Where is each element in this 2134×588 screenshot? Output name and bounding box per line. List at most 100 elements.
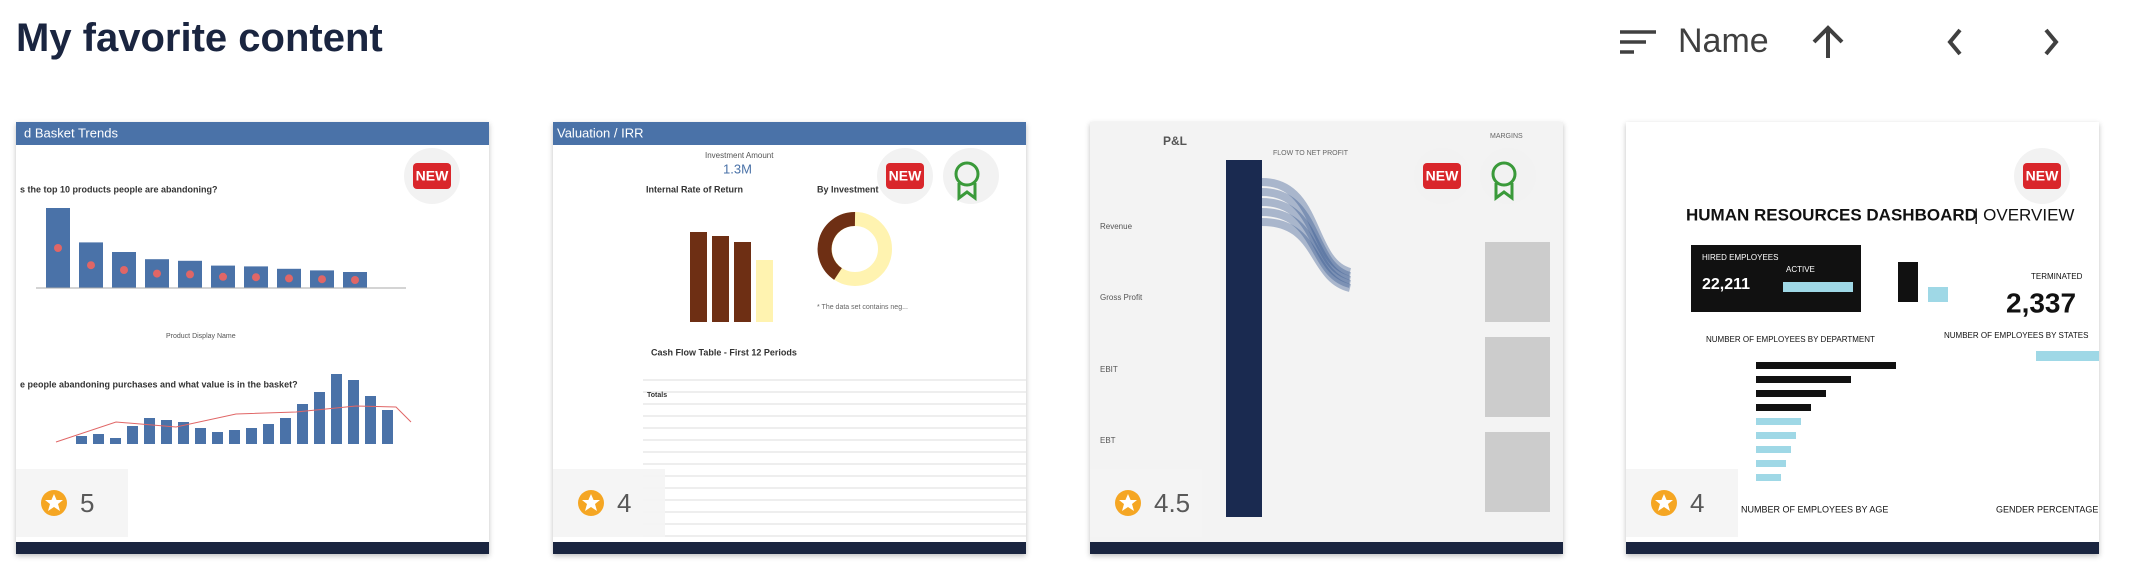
- thumbnail-text: GENDER PERCENTAGE: [1996, 504, 2098, 514]
- thumb-bar: [1756, 474, 1781, 481]
- thumb-bar: [110, 438, 121, 444]
- thumbnail-text: Totals: [647, 392, 667, 399]
- thumb-bar: [1898, 262, 1918, 302]
- award-icon: [957, 183, 977, 201]
- previous-button[interactable]: [1947, 28, 1962, 56]
- thumb-bar: [365, 396, 376, 444]
- thumb-dot: [186, 270, 194, 279]
- thumb-panel: [1485, 432, 1550, 512]
- content-card[interactable]: d Basket Trends s the top 10 products peo…: [16, 122, 489, 554]
- thumb-dot: [120, 266, 128, 274]
- thumbnail: HUMAN RESOURCES DASHBOARD| OVERVIEW HIRED…: [1626, 148, 2099, 554]
- sort-direction[interactable]: [1812, 25, 1844, 58]
- thumb-bar: [297, 404, 308, 444]
- thumbnail-text: Cash Flow Table - First 12 Periods: [651, 347, 797, 357]
- content-card[interactable]: P&L FLOW TO NET PROFIT MARGINS Revenue Gross…: [1090, 122, 1563, 554]
- rating-box: [553, 469, 665, 537]
- thumbnail-text: e people abandoning purchases and what v…: [20, 379, 298, 389]
- sort-controls: [1620, 25, 2059, 58]
- thumb-bar: [1756, 376, 1851, 383]
- thumb-bar: [690, 232, 707, 322]
- thumbnail-text: | OVERVIEW: [1974, 205, 2074, 224]
- thumb-flow: [1261, 188, 1352, 280]
- badge-label: NEW: [416, 168, 449, 184]
- card-footer: [16, 542, 489, 554]
- badge-label: NEW: [1426, 168, 1459, 184]
- thumbnail-text: Gross Profit: [1100, 293, 1143, 302]
- rating-star: [45, 494, 63, 511]
- thumb-flow: [1261, 178, 1352, 276]
- sort-icon[interactable]: [1620, 30, 1656, 54]
- thumb-bar: [734, 242, 751, 322]
- award-icon: [954, 161, 980, 187]
- thumb-bar: [1928, 287, 1948, 302]
- thumb-bar: [382, 410, 393, 444]
- badge: [886, 163, 924, 189]
- thumb-flow: [1261, 218, 1352, 292]
- content-card[interactable]: Valuation / IRR Investment Amount 1.3M Inte…: [553, 122, 1026, 554]
- thumb-bar: [246, 428, 257, 444]
- thumb-bar: [229, 430, 240, 444]
- thumb-kpi-bar: [1783, 282, 1853, 292]
- award-icon: [1491, 161, 1517, 187]
- thumb-bar: [1756, 446, 1791, 453]
- thumb-flow: [1261, 208, 1352, 288]
- badge: [2023, 163, 2061, 189]
- thumb-bar: [263, 424, 274, 444]
- thumb-bar: [756, 260, 773, 322]
- thumbnail-text: Internal Rate of Return: [646, 184, 743, 194]
- header-bar: [16, 122, 489, 145]
- thumb-bar: [1756, 432, 1796, 439]
- thumb-bar: [1756, 390, 1826, 397]
- thumb-dot: [318, 275, 326, 284]
- thumbnail: d Basket Trends s the top 10 products peo…: [16, 122, 489, 554]
- thumbnail-text: Revenue: [1100, 222, 1133, 231]
- thumb-flow-bar: [1226, 160, 1262, 517]
- thumb-dot: [252, 273, 260, 282]
- rating-value: 4: [1690, 488, 1704, 518]
- page-title: My favorite content: [16, 16, 383, 60]
- thumb-bar: [314, 392, 325, 444]
- thumbnail-text: Investment Amount: [705, 151, 774, 160]
- award-bg: [943, 148, 999, 204]
- sort-label[interactable]: Name: [1678, 22, 1769, 60]
- header-bar: [553, 122, 1026, 145]
- thumbnail-text: 1.3M: [723, 161, 752, 176]
- thumb-bar: [161, 420, 172, 444]
- thumb-bar: [1756, 418, 1801, 425]
- thumbnail-text: * The data set contains neg...: [817, 304, 908, 311]
- thumb-dot: [219, 272, 227, 281]
- thumbnail-text: NUMBER OF EMPLOYEES BY STATES: [1944, 331, 2088, 340]
- thumb-bar: [1756, 362, 1896, 369]
- thumb-dot: [153, 269, 161, 278]
- thumb-bar: [212, 432, 223, 444]
- thumbnail-text: FLOW TO NET PROFIT: [1273, 150, 1349, 157]
- card-footer: [1626, 542, 2099, 554]
- thumb-bar: [2036, 351, 2099, 361]
- thumb-bar: [1756, 404, 1811, 411]
- thumbnail-text: d Basket Trends: [24, 125, 118, 140]
- thumbnail-text: P&L: [1163, 134, 1187, 148]
- thumbnail-text: 22,211: [1702, 276, 1750, 293]
- thumb-bar: [1756, 460, 1786, 467]
- rating-star: [582, 494, 600, 511]
- next-button[interactable]: [2044, 28, 2059, 56]
- thumbnail-text: ACTIVE: [1786, 265, 1815, 274]
- content-card[interactable]: HUMAN RESOURCES DASHBOARD | OVERVIEW HIRED…: [1626, 122, 2099, 554]
- thumbnail-text: HUMAN RESOURCES DASHBOARD: [1686, 205, 1977, 224]
- thumb-bar: [178, 422, 189, 444]
- thumbnail-text: s the top 10 products people are abandon…: [20, 184, 218, 194]
- rating-box: [1626, 469, 1738, 537]
- badge-label: NEW: [889, 168, 922, 184]
- card-footer: [553, 542, 1026, 554]
- thumbnail: P&L FLOW TO NET PROFIT MARGINS Revenue Gross…: [1090, 133, 1563, 554]
- thumb-bar: [76, 436, 87, 444]
- card-footer: [1090, 542, 1563, 554]
- badge-label: NEW: [2026, 168, 2059, 184]
- thumbnail-text: Product Display Name: [166, 333, 236, 340]
- rating-value: 4: [617, 488, 631, 518]
- award-icon: [1494, 183, 1514, 201]
- thumb-flow: [1261, 198, 1352, 284]
